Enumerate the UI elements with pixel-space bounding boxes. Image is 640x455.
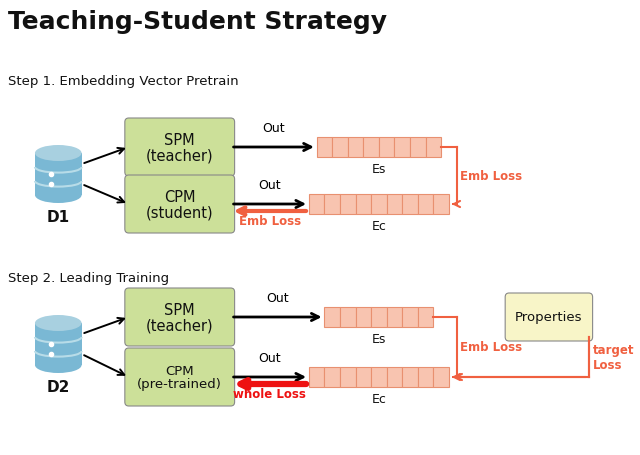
Text: Out: Out	[262, 122, 285, 135]
Bar	[426, 138, 441, 157]
Bar	[309, 367, 324, 387]
Ellipse shape	[35, 357, 82, 373]
Text: (student): (student)	[146, 205, 214, 220]
Bar	[371, 195, 387, 214]
Bar	[340, 367, 356, 387]
Text: Out: Out	[259, 179, 281, 192]
Bar	[433, 195, 449, 214]
Text: (pre-trained): (pre-trained)	[138, 378, 222, 390]
Bar	[317, 138, 332, 157]
Text: Out: Out	[259, 351, 281, 364]
Bar	[387, 367, 402, 387]
Text: CPM: CPM	[164, 189, 195, 204]
Bar	[324, 195, 340, 214]
Bar	[394, 138, 410, 157]
Text: Ec: Ec	[371, 392, 387, 405]
Bar	[332, 138, 348, 157]
FancyBboxPatch shape	[125, 119, 235, 177]
Bar	[371, 367, 387, 387]
Text: CPM: CPM	[165, 364, 194, 377]
Text: Emb Loss: Emb Loss	[239, 214, 301, 228]
Text: Emb Loss: Emb Loss	[461, 341, 523, 354]
Text: Properties: Properties	[515, 311, 582, 324]
FancyBboxPatch shape	[125, 176, 235, 233]
Bar	[356, 307, 371, 327]
Bar	[402, 367, 418, 387]
Ellipse shape	[35, 146, 82, 162]
Text: D2: D2	[47, 379, 70, 394]
Bar	[364, 138, 379, 157]
Ellipse shape	[35, 315, 82, 331]
Bar	[379, 138, 394, 157]
Text: Emb Loss: Emb Loss	[461, 170, 523, 182]
Text: Step 2. Leading Training: Step 2. Leading Training	[8, 271, 169, 284]
FancyBboxPatch shape	[125, 348, 235, 406]
Text: SPM: SPM	[164, 132, 195, 147]
Text: (teacher): (teacher)	[146, 148, 214, 163]
Ellipse shape	[35, 187, 82, 203]
Text: Teaching-Student Strategy: Teaching-Student Strategy	[8, 10, 387, 34]
Text: SPM: SPM	[164, 302, 195, 317]
Bar	[410, 138, 426, 157]
Bar	[418, 367, 433, 387]
Bar	[356, 367, 371, 387]
Text: (teacher): (teacher)	[146, 318, 214, 333]
Bar	[324, 367, 340, 387]
FancyBboxPatch shape	[125, 288, 235, 346]
Text: Es: Es	[372, 332, 386, 345]
Text: target
Loss: target Loss	[593, 343, 634, 371]
Bar	[309, 195, 324, 214]
Bar	[324, 307, 340, 327]
Bar	[433, 367, 449, 387]
Bar	[35, 324, 82, 365]
Bar	[371, 307, 387, 327]
Bar	[402, 195, 418, 214]
Bar	[340, 195, 356, 214]
Bar	[340, 307, 356, 327]
Bar	[402, 307, 418, 327]
Bar	[348, 138, 364, 157]
Bar	[418, 307, 433, 327]
Bar	[356, 195, 371, 214]
Bar	[418, 195, 433, 214]
Text: Ec: Ec	[371, 219, 387, 233]
Text: D1: D1	[47, 210, 70, 224]
Text: Es: Es	[372, 162, 386, 176]
Text: Step 1. Embedding Vector Pretrain: Step 1. Embedding Vector Pretrain	[8, 75, 238, 88]
Bar	[35, 154, 82, 196]
FancyBboxPatch shape	[505, 293, 593, 341]
Text: whole Loss: whole Loss	[234, 387, 307, 400]
Bar	[387, 307, 402, 327]
Bar	[387, 195, 402, 214]
Text: Out: Out	[266, 291, 289, 304]
